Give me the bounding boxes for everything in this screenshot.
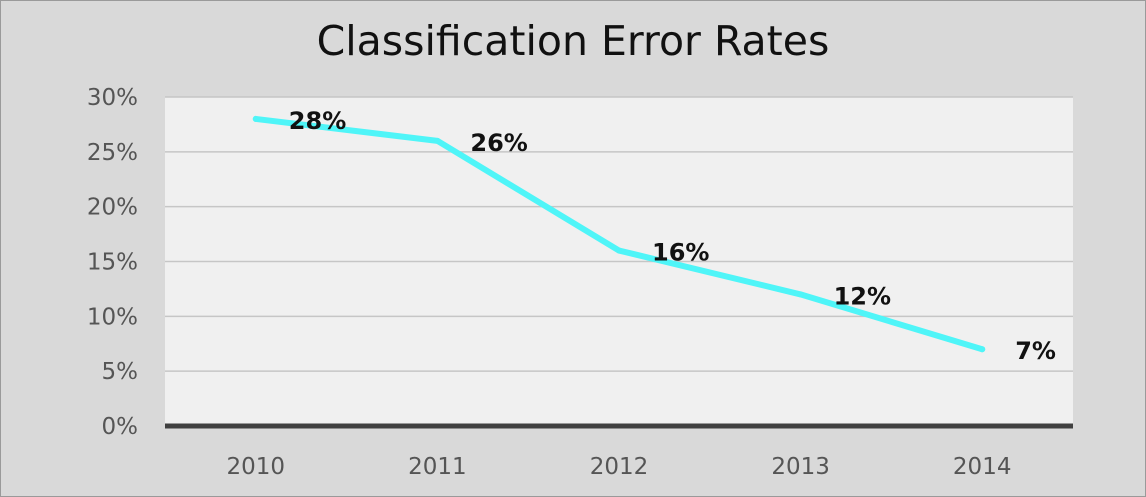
y-tick-label: 15% [87, 250, 138, 276]
x-tick-label: 2014 [953, 454, 1012, 480]
data-point [434, 137, 441, 144]
y-tick-label: 30% [87, 85, 138, 111]
x-tick-label: 2013 [771, 454, 830, 480]
series [252, 115, 986, 353]
data-label: 28% [289, 107, 346, 135]
x-tick-label: 2010 [227, 454, 286, 480]
data-label: 12% [834, 282, 891, 310]
data-labels: 28% 26% 16% 12% 7% [289, 107, 1056, 365]
data-point [979, 346, 986, 353]
axes: 0% 5% 10% 15% 20% 25% 30% 2010 2011 2012 2013 2014 [87, 85, 1073, 480]
x-tick-label: 2012 [590, 454, 649, 480]
data-point [252, 115, 259, 122]
y-tick-label: 25% [87, 140, 138, 166]
y-tick-label: 0% [102, 414, 139, 440]
gridlines [165, 96, 1073, 372]
data-label: 26% [470, 129, 527, 157]
y-tick-label: 10% [87, 304, 138, 330]
y-tick-label: 20% [87, 195, 138, 221]
data-point [797, 291, 804, 298]
data-label: 16% [652, 239, 709, 267]
x-tick-label: 2011 [408, 454, 467, 480]
data-point [616, 247, 622, 254]
data-label: 7% [1015, 337, 1056, 365]
chart-title: Classification Error Rates [317, 17, 830, 65]
y-tick-label: 5% [102, 359, 139, 385]
